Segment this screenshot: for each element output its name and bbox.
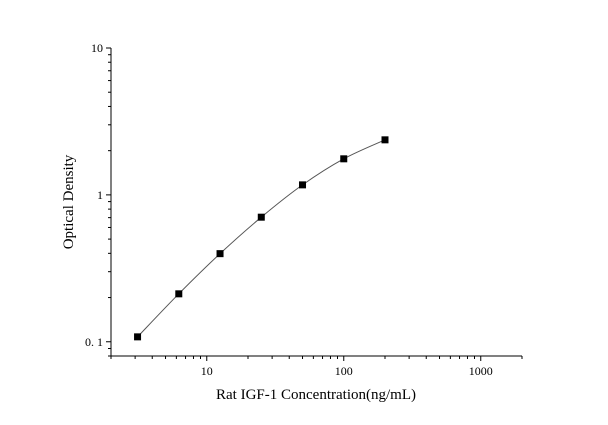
data-point [340, 155, 348, 163]
plot-area [110, 48, 522, 357]
data-point [175, 290, 183, 298]
x-axis-title: Rat IGF-1 Concentration(ng/mL) [216, 387, 416, 403]
x-tick-label: 100 [335, 364, 353, 378]
x-tick-label: 10 [201, 364, 213, 378]
data-point [381, 136, 389, 144]
fit-curve [137, 139, 386, 338]
data-point [134, 333, 142, 341]
data-point [299, 181, 307, 189]
y-tick-label: 0. 1 [85, 335, 103, 349]
y-axis-title: Optical Density [61, 154, 77, 249]
data-point [257, 213, 265, 221]
x-tick-label: 1000 [469, 364, 493, 378]
y-axis-ticks: 0. 1 1 10 [85, 41, 111, 357]
y-tick-label: 1 [97, 188, 103, 202]
y-tick-label: 10 [91, 41, 103, 55]
data-points [134, 136, 389, 341]
x-axis-ticks: 10 100 1000 [110, 356, 523, 378]
data-point [216, 250, 224, 258]
